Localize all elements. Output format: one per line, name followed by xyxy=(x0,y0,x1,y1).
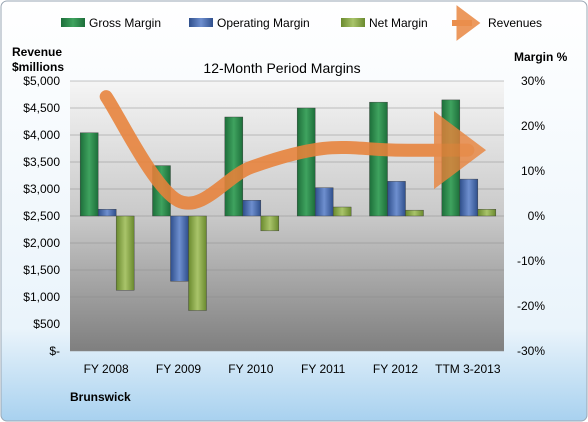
y-left-tick-label: $4,000 xyxy=(23,128,60,142)
y-left-tick-label: $5,000 xyxy=(23,74,60,88)
y-right-tick-label: -20% xyxy=(517,299,545,313)
bar-operating-margin-fy-2011 xyxy=(314,187,334,217)
legend-label-gross-margin: Gross Margin xyxy=(89,16,161,30)
y-left-label-line2: $millions xyxy=(12,60,64,74)
bar-operating-margin-fy-2012 xyxy=(387,181,406,217)
legend-swatch-operating-margin xyxy=(189,18,213,27)
bar-net-margin-fy-2008 xyxy=(115,215,135,291)
y-right-tick-label: 20% xyxy=(521,119,545,133)
revenue-line-group xyxy=(99,90,487,210)
legend-swatch-gross-margin xyxy=(61,18,85,27)
bar-net-margin-fy-2010 xyxy=(260,215,280,232)
gridlines xyxy=(70,80,504,352)
legend-swatch-net-margin xyxy=(341,18,365,27)
left-axis-ticks: $5,000 $4,500 $4,000 $3,500 $3,000 $2,500 $2,0… xyxy=(23,74,60,358)
x-tick-label: FY 2011 xyxy=(301,362,346,376)
y-right-tick-label: -10% xyxy=(517,254,545,268)
bar-net-margin-fy-2011 xyxy=(332,206,352,217)
x-tick-label: FY 2012 xyxy=(373,362,418,376)
y-left-tick-label: $1,500 xyxy=(23,263,60,277)
y-right-tick-label: -30% xyxy=(517,344,545,358)
y-right-tick-label: 10% xyxy=(521,164,545,178)
bar-gross-margin-ttm-3-2013 xyxy=(441,99,461,217)
bar-net-margin-fy-2009 xyxy=(188,215,207,311)
bar-gross-margin-fy-2012 xyxy=(369,101,388,217)
x-tick-label: FY 2010 xyxy=(228,362,273,376)
y-right-tick-label: 30% xyxy=(521,74,545,88)
revenue-line xyxy=(99,90,487,210)
y-right-tick-label: 0% xyxy=(528,209,546,223)
company-label: Brunswick xyxy=(70,390,131,404)
x-axis-ticks: FY 2008 FY 2009 FY 2010 FY 2011 FY 2012 TTM 3… xyxy=(84,362,501,376)
bar-operating-margin-fy-2008 xyxy=(97,209,117,217)
y-left-tick-label: $3,500 xyxy=(23,155,60,169)
y-left-tick-label: $3,000 xyxy=(23,182,60,196)
bar-net-margin-fy-2012 xyxy=(405,209,424,217)
y-left-tick-label: $2,000 xyxy=(23,236,60,250)
x-tick-label: FY 2009 xyxy=(156,362,201,376)
legend: Gross Margin Operating Margin Net Margin… xyxy=(61,5,542,41)
y-left-tick-label: $1,000 xyxy=(23,290,60,304)
bar-operating-margin-ttm-3-2013 xyxy=(459,178,479,217)
y-right-label: Margin % xyxy=(514,50,568,64)
y-left-label-line1: Revenue xyxy=(12,45,62,59)
x-tick-label: TTM 3-2013 xyxy=(435,362,501,376)
legend-label-operating-margin: Operating Margin xyxy=(217,16,310,30)
y-left-tick-label: $4,500 xyxy=(23,101,60,115)
chart-title: 12-Month Period Margins xyxy=(203,60,360,76)
bar-gross-margin-fy-2008 xyxy=(79,132,99,217)
y-left-tick-label: $2,500 xyxy=(23,209,60,223)
bar-operating-margin-fy-2009 xyxy=(170,215,189,282)
x-tick-label: FY 2008 xyxy=(84,362,129,376)
bar-operating-margin-fy-2010 xyxy=(242,200,262,217)
legend-label-net-margin: Net Margin xyxy=(369,16,428,30)
bar-net-margin-ttm-3-2013 xyxy=(477,209,497,217)
y-left-tick-label: $- xyxy=(49,344,60,358)
bar-gross-margin-fy-2011 xyxy=(296,107,316,217)
y-left-tick-label: $500 xyxy=(33,317,60,331)
right-axis-ticks: 30% 20% 10% 0% -10% -20% -30% xyxy=(517,74,545,358)
legend-label-revenues: Revenues xyxy=(488,16,542,30)
